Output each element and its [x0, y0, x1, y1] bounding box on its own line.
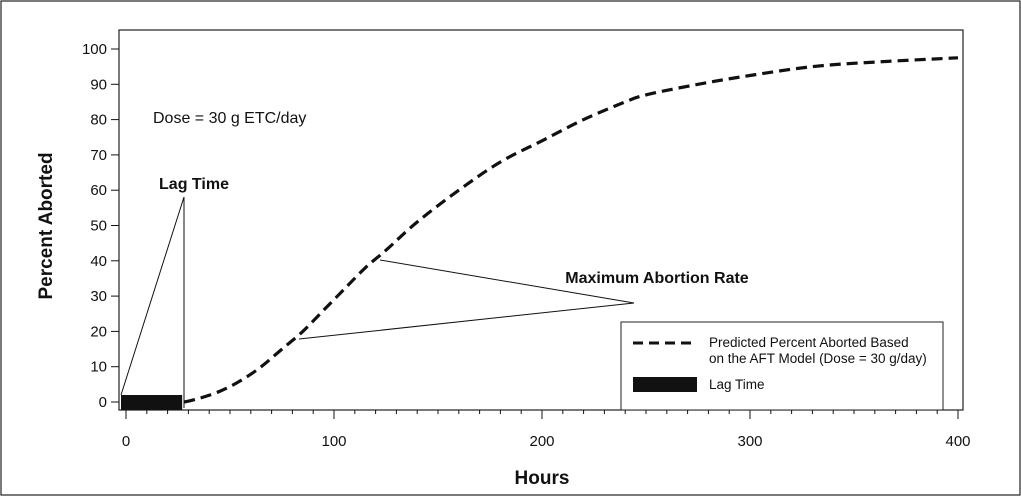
- x-tick-label: 0: [122, 433, 130, 450]
- x-axis: 0 100 200 300 400: [122, 410, 971, 450]
- y-tick-label: 0: [99, 394, 107, 411]
- legend: Predicted Percent Aborted Based on the A…: [620, 321, 944, 411]
- y-axis-title: Percent Aborted: [36, 152, 57, 299]
- y-tick-label: 50: [90, 218, 107, 235]
- y-tick-label: 30: [90, 288, 107, 305]
- x-tick-label: 300: [737, 433, 762, 450]
- x-tick-label: 400: [945, 433, 970, 450]
- x-axis-minor-ticks: [146, 410, 938, 414]
- lag-time-bar: [121, 395, 183, 410]
- y-tick-label: 10: [90, 359, 107, 376]
- x-tick-label: 200: [529, 433, 554, 450]
- y-axis: 0 10 20 30 40 50 60 70 80 90 100: [82, 41, 119, 411]
- y-tick-label: 20: [90, 323, 107, 340]
- y-tick-label: 80: [90, 112, 107, 129]
- max-rate-label: Maximum Abortion Rate: [565, 270, 749, 287]
- y-tick-label: 60: [90, 182, 107, 199]
- max-rate-pointer-lower: [298, 302, 635, 340]
- legend-lag-label: Lag Time: [709, 377, 765, 392]
- lag-time-pointer-left: [120, 196, 185, 396]
- predicted-curve: [183, 56, 959, 404]
- max-rate-annotation: Maximum Abortion Rate: [298, 259, 749, 340]
- legend-box: [620, 321, 944, 411]
- legend-predicted-label-line2: on the AFT Model (Dose = 30 g/day): [709, 351, 927, 366]
- y-tick-label: 90: [90, 76, 107, 93]
- y-tick-label: 100: [82, 41, 107, 58]
- x-tick-label: 100: [321, 433, 346, 450]
- plot-frame: [118, 29, 964, 411]
- legend-lag-bar-swatch: [633, 377, 697, 392]
- y-tick-label: 70: [90, 147, 107, 164]
- legend-predicted-label-line1: Predicted Percent Aborted Based: [709, 335, 909, 350]
- x-axis-title: Hours: [515, 468, 570, 489]
- dose-annotation: Dose = 30 g ETC/day: [153, 110, 306, 127]
- lag-time-annotation: Lag Time: [120, 176, 229, 408]
- max-rate-pointer-upper: [379, 259, 635, 304]
- lag-time-label: Lag Time: [159, 176, 229, 193]
- y-tick-label: 40: [90, 253, 107, 270]
